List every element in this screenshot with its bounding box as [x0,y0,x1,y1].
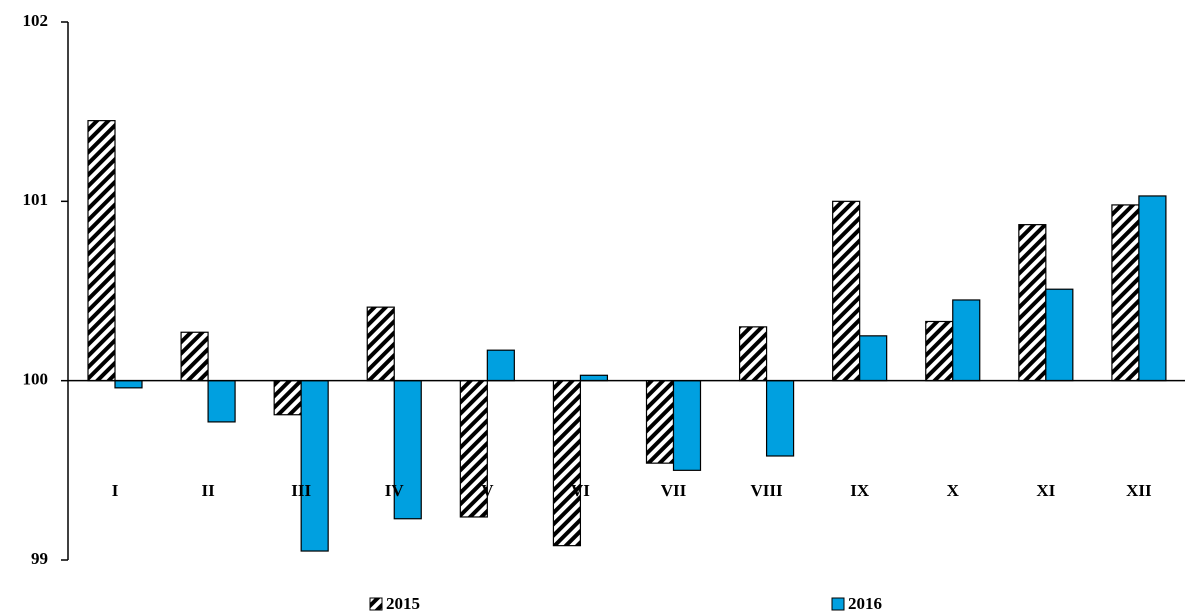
bar [366,306,395,382]
bar [738,326,768,382]
legend-swatch [831,597,845,611]
x-tick-label: IX [850,481,870,500]
bar [1138,195,1167,382]
bar [925,320,954,382]
bar [1111,204,1140,382]
bar [273,380,302,416]
x-tick-label: II [201,481,215,500]
x-tick-label: X [947,481,960,500]
x-tick-label: III [291,481,311,500]
bar [486,349,515,382]
bar [832,200,861,382]
bar [1045,288,1074,382]
bar [393,380,422,520]
bar [207,380,236,423]
x-tick-label: XII [1126,481,1152,500]
bar [180,331,209,382]
bar [459,380,488,518]
y-tick-label: 100 [23,370,49,389]
x-tick-label: VII [661,481,687,500]
bar [645,380,675,464]
x-tick-label: V [481,481,494,500]
bar [1018,224,1047,382]
y-tick-label: 101 [23,190,49,209]
x-tick-label: VI [571,481,590,500]
bar [114,380,143,389]
bar [859,335,888,382]
legend-label: 2016 [848,594,882,613]
x-tick-label: I [112,481,119,500]
bar [300,380,329,552]
x-tick-label: XI [1036,481,1055,500]
x-tick-label: IV [385,481,405,500]
bar [952,299,981,382]
bar [672,380,702,471]
x-tick-label: VIII [751,481,784,500]
legend-swatch [369,597,383,611]
bar [87,120,116,382]
y-tick-label: 102 [23,11,49,30]
legend-label: 2015 [386,594,420,613]
y-tick-label: 99 [31,549,48,568]
bar [765,380,795,457]
bar [579,374,609,382]
bar [552,380,582,547]
